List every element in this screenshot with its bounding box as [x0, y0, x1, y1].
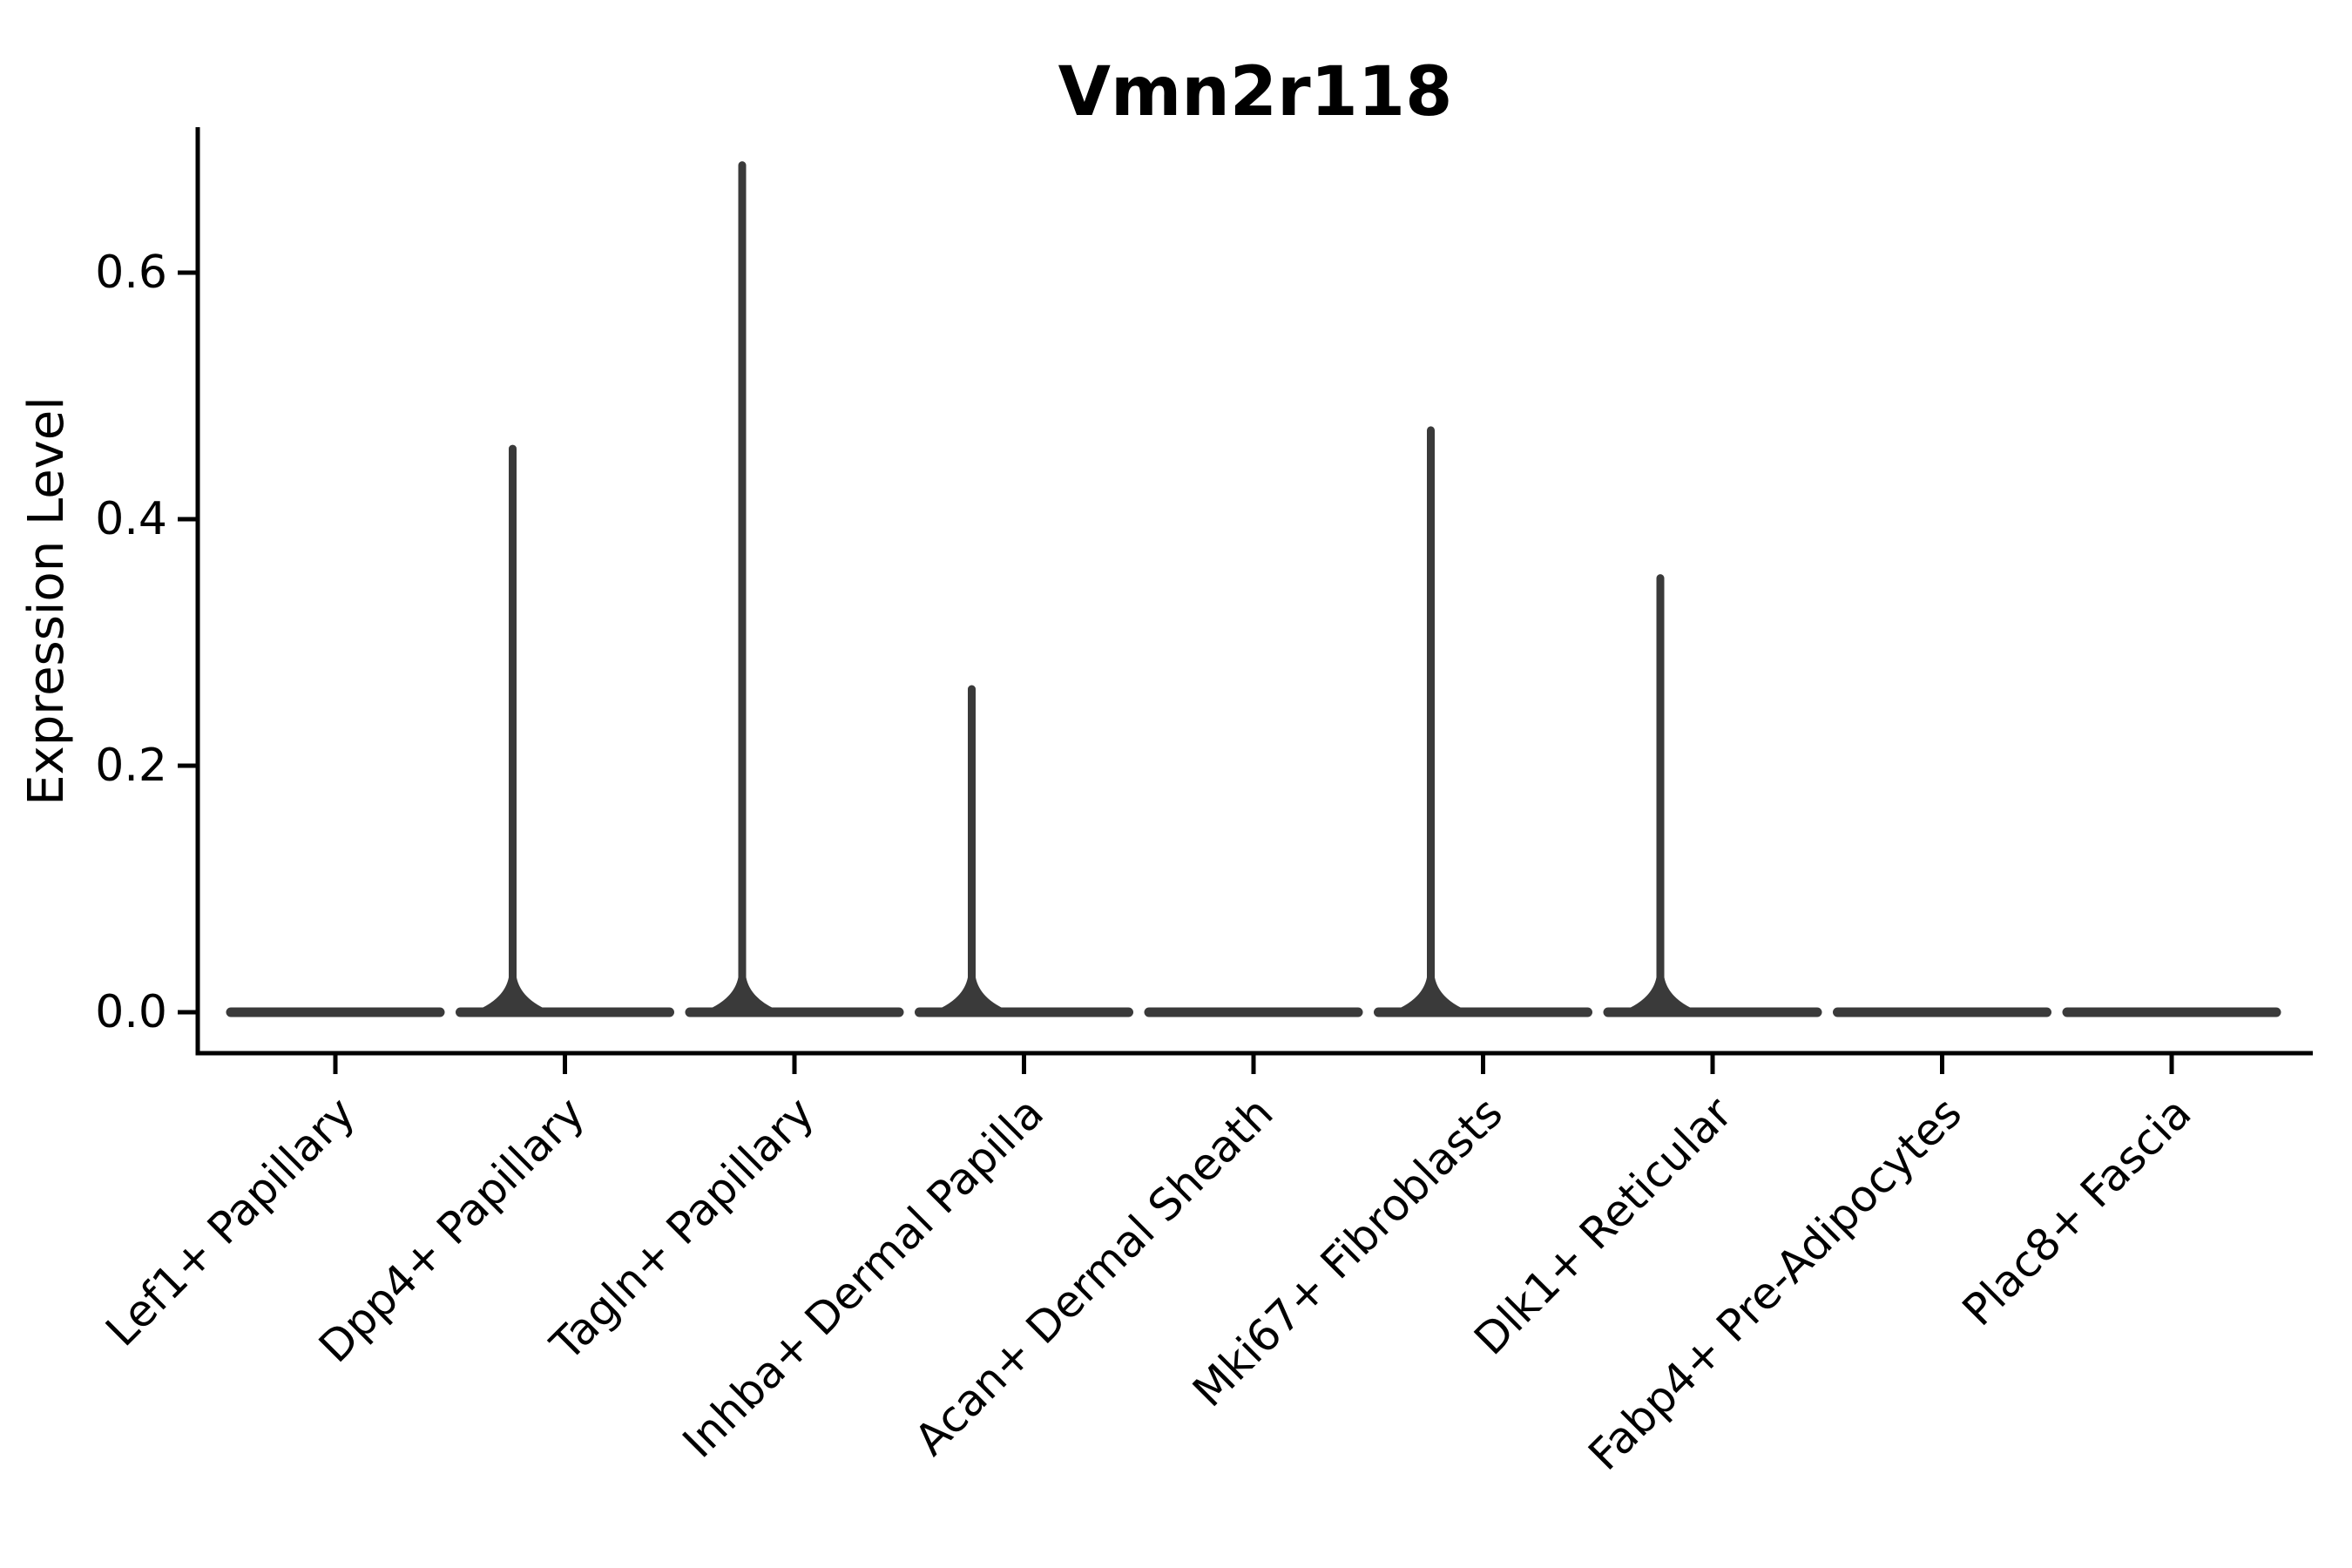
y-tick-label: 0.2: [95, 740, 167, 792]
violin-spike-flare: [1615, 977, 1706, 1014]
x-tick-label: Plac8+ Fascia: [1953, 1087, 2201, 1335]
x-tick-label: Fabp4+ Pre-Adipocytes: [1578, 1087, 1971, 1480]
y-tick-label: 0.6: [95, 247, 167, 299]
y-tick-label: 0.0: [95, 986, 167, 1038]
violin-spike-flare: [467, 977, 558, 1014]
x-tick-label: Lef1+ Papillary: [96, 1087, 364, 1355]
plot-title: Vmn2r118: [1058, 53, 1453, 132]
violin-spike-flare: [697, 977, 787, 1014]
y-axis-label: Expression Level: [18, 396, 75, 806]
violin-spike-flare: [1385, 977, 1477, 1014]
violin-spike-flare: [926, 977, 1017, 1014]
y-tick-label: 0.4: [95, 493, 167, 545]
